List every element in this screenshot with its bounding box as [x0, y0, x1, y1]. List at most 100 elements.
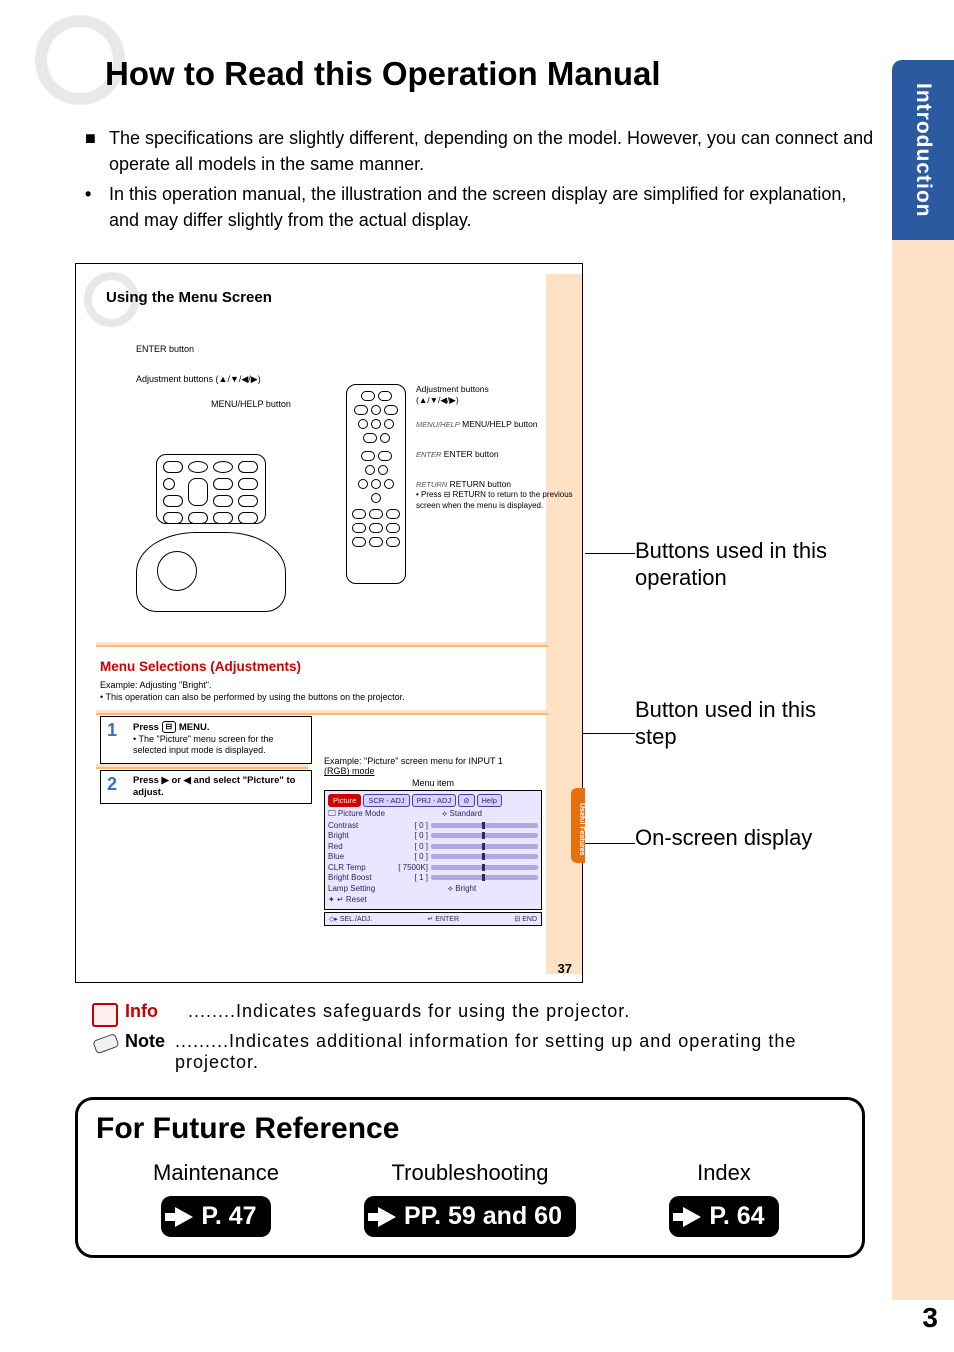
- osd-slider-bar: [431, 875, 538, 880]
- projector-lens: [157, 551, 197, 591]
- bullet-2: • In this operation manual, the illustra…: [85, 181, 875, 233]
- step-2-number: 2: [107, 774, 117, 795]
- osd-slider-bar: [431, 865, 538, 870]
- step-2-box: 2 Press ▶ or ◀ and select "Picture" to a…: [100, 770, 312, 804]
- note-icon: [85, 1031, 125, 1055]
- remote-label-enter: ENTER ENTER button: [416, 449, 576, 459]
- bullet-1-symbol: ■: [85, 125, 109, 177]
- osd-slider-bar: [431, 823, 538, 828]
- osd-row: Contrast[ 0 ]: [328, 821, 538, 830]
- osd-row: 🖵 Picture Mode⟡ Standard: [328, 809, 538, 819]
- osd-row-label: Red: [328, 842, 386, 851]
- future-label-1: Maintenance: [96, 1160, 336, 1186]
- page-title: How to Read this Operation Manual: [105, 55, 661, 93]
- divider-rule-2: [96, 710, 548, 715]
- step-1-text: Press ⊟ MENU. • The "Picture" menu scree…: [101, 717, 311, 760]
- projector-top-panel: [156, 454, 266, 524]
- example-text: Example: Adjusting "Bright". • This oper…: [100, 680, 405, 703]
- callout-osd: On-screen display: [635, 825, 855, 851]
- osd-row-value: [ 0 ]: [386, 821, 428, 830]
- osd-row: CLR Temp[ 7500K]: [328, 863, 538, 872]
- projector-button-grid: [163, 461, 260, 526]
- diagram-area: ENTER button Adjustment buttons (▲/▼/◀/▶…: [96, 344, 546, 634]
- osd-row: Bright Boost[ 1 ]: [328, 873, 538, 882]
- remote-label-menuhelp: MENU/HELP MENU/HELP button: [416, 419, 576, 429]
- intro-bullets: ■ The specifications are slightly differ…: [85, 125, 875, 233]
- remote-label-return: RETURN RETURN button • Press ⊟ RETURN to…: [416, 479, 576, 510]
- arrow-icon: [683, 1207, 701, 1227]
- osd-row-value: [ 0 ]: [386, 852, 428, 861]
- page-ref-2: PP. 59 and 60: [364, 1196, 576, 1237]
- osd-row-label: Blue: [328, 852, 386, 861]
- future-title: For Future Reference: [96, 1112, 844, 1146]
- osd-row-label: ✦ ↵ Reset: [328, 895, 386, 904]
- book-icon: [85, 1001, 125, 1025]
- arrow-icon: [378, 1207, 396, 1227]
- osd-tabs: Picture SCR - ADJ PRJ - ADJ ⊘ Help: [328, 794, 538, 807]
- note-row: Note .........Indicates additional infor…: [85, 1031, 875, 1073]
- sample-page-wrapper: Buttons used in this operation Button us…: [75, 263, 865, 983]
- step-1-box: 1 Press ⊟ MENU. • The "Picture" menu scr…: [100, 716, 312, 764]
- info-note-section: Info ........Indicates safeguards for us…: [85, 1001, 875, 1073]
- osd-slider-bar: [431, 833, 538, 838]
- future-col-troubleshooting: Troubleshooting PP. 59 and 60: [350, 1160, 590, 1237]
- osd-row-label: Contrast: [328, 821, 386, 830]
- osd-slider-bar: [431, 844, 538, 849]
- osd-tab-misc: ⊘: [458, 794, 474, 807]
- sample-peach-strip: [546, 274, 582, 974]
- osd-row: Lamp Setting⟡ Bright: [328, 884, 538, 894]
- osd-row-label: Bright Boost: [328, 873, 386, 882]
- step-1-number: 1: [107, 720, 117, 741]
- osd-row-value: [ 7500K]: [386, 863, 428, 872]
- osd-row-value: ⟡ Standard: [386, 809, 538, 819]
- sample-page: Using the Menu Screen ENTER button Adjus…: [75, 263, 583, 983]
- osd-footer: ◇▸ SEL./ADJ. ↵ ENTER ⊟ END: [324, 912, 542, 926]
- future-label-3: Index: [604, 1160, 844, 1186]
- future-columns: Maintenance P. 47 Troubleshooting PP. 59…: [96, 1160, 844, 1237]
- bullet-1: ■ The specifications are slightly differ…: [85, 125, 875, 177]
- osd-row: ✦ ↵ Reset: [328, 895, 538, 904]
- bullet-2-symbol: •: [85, 181, 109, 233]
- sample-title-row: Using the Menu Screen: [76, 264, 582, 324]
- label-adjustment-buttons: Adjustment buttons (▲/▼/◀/▶): [136, 374, 261, 385]
- osd-slider-bar: [431, 854, 538, 859]
- page-number: 3: [922, 1302, 938, 1334]
- projector-base: [136, 532, 286, 612]
- section-tab-label: Introduction: [911, 83, 935, 217]
- note-text: .........Indicates additional informatio…: [175, 1031, 796, 1072]
- osd-tab-scr: SCR - ADJ: [363, 794, 409, 807]
- future-col-index: Index P. 64: [604, 1160, 844, 1237]
- osd-menu-box: Picture SCR - ADJ PRJ - ADJ ⊘ Help 🖵 Pic…: [324, 790, 542, 910]
- osd-row-value: [ 0 ]: [386, 831, 428, 840]
- osd-row-value: ⟡ Bright: [386, 884, 538, 894]
- menu-selections-title: Menu Selections (Adjustments): [100, 659, 301, 674]
- arrow-icon: [175, 1207, 193, 1227]
- osd-row-label: 🖵 Picture Mode: [328, 809, 386, 819]
- remote-label-adj: Adjustment buttons (▲/▼/◀/▶): [416, 384, 576, 404]
- osd-row-label: Bright: [328, 831, 386, 840]
- divider-rule-3: [96, 764, 308, 769]
- sample-title: Using the Menu Screen: [106, 289, 272, 306]
- divider-rule-1: [96, 642, 548, 647]
- osd-intro: Example: "Picture" screen menu for INPUT…: [324, 756, 542, 788]
- osd-area: Example: "Picture" screen menu for INPUT…: [324, 756, 542, 926]
- label-menuhelp-button: MENU/HELP button: [211, 399, 291, 409]
- page-content: How to Read this Operation Manual ■ The …: [75, 25, 875, 1258]
- projector-illustration: [136, 454, 306, 624]
- osd-row-label: Lamp Setting: [328, 884, 386, 893]
- info-row: Info ........Indicates safeguards for us…: [85, 1001, 875, 1025]
- label-enter-button: ENTER button: [136, 344, 194, 354]
- osd-row: Blue[ 0 ]: [328, 852, 538, 861]
- side-accent-strip: [892, 240, 954, 1300]
- osd-tab-picture: Picture: [328, 794, 361, 807]
- section-tab: Introduction: [892, 60, 954, 240]
- info-text: ........Indicates safeguards for using t…: [188, 1001, 630, 1021]
- remote-illustration: [346, 384, 406, 584]
- osd-row: Bright[ 0 ]: [328, 831, 538, 840]
- osd-tab-prj: PRJ - ADJ: [412, 794, 457, 807]
- callout-button-step: Button used in this step: [635, 697, 855, 750]
- page-ref-3: P. 64: [669, 1196, 778, 1237]
- osd-row-label: CLR Temp: [328, 863, 386, 872]
- future-reference-box: For Future Reference Maintenance P. 47 T…: [75, 1097, 865, 1258]
- callout-buttons-used: Buttons used in this operation: [635, 538, 855, 591]
